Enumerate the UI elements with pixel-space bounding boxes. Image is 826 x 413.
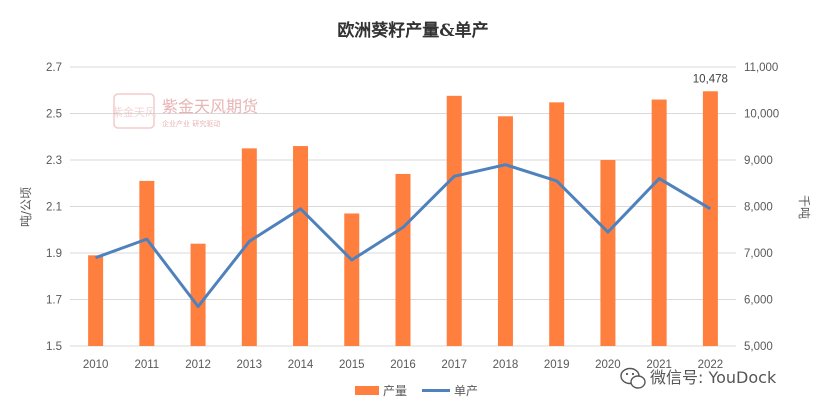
y-left-tick-label: 2.7 <box>46 62 62 74</box>
wechat-badge: 微信号: YouDock <box>620 367 777 389</box>
y-right-tick-label: 6,000 <box>744 295 773 307</box>
x-tick-label: 2012 <box>185 359 211 371</box>
y-right-axis-ticks: 5,000 6,000 7,000 8,000 9,000 10,000 11,000 <box>744 62 779 353</box>
x-tick-label: 2014 <box>288 359 314 371</box>
y-right-tick-label: 9,000 <box>744 155 773 167</box>
x-tick-label: 2019 <box>544 359 570 371</box>
watermark-logo-text: 紫金天风 <box>112 105 156 119</box>
x-tick-label: 2021 <box>646 359 672 371</box>
y-left-axis-label: 吨/公顷 <box>19 187 33 227</box>
bar <box>241 148 257 346</box>
bar-series <box>88 91 718 346</box>
x-tick-label: 2020 <box>595 359 621 371</box>
legend-label-line: 单产 <box>454 384 478 398</box>
x-tick-label: 2017 <box>441 359 467 371</box>
data-labels: 10,478 <box>693 73 728 85</box>
x-tick-label: 2011 <box>134 359 159 371</box>
legend-swatch-bar <box>355 386 379 395</box>
legend-label-bar: 产量 <box>383 384 407 398</box>
bar <box>139 180 155 346</box>
x-tick-label: 2022 <box>698 359 724 371</box>
x-tick-label: 2013 <box>237 359 263 371</box>
y-right-tick-label: 10,000 <box>744 109 779 121</box>
x-axis-ticks: 2010 2011 2012 2013 2014 2015 2016 2017 2018 2019… <box>83 359 723 371</box>
bar <box>549 102 565 346</box>
bar <box>497 116 513 346</box>
y-right-tick-label: 5,000 <box>744 341 773 353</box>
watermark-logo: 紫金天风 <box>112 93 156 129</box>
bar <box>446 95 462 346</box>
bar <box>651 99 667 346</box>
y-left-tick-label: 1.7 <box>46 295 62 307</box>
y-left-tick-label: 2.5 <box>46 109 62 121</box>
y-left-tick-label: 2.3 <box>46 155 62 167</box>
data-label: 10,478 <box>693 73 728 85</box>
wechat-icon <box>620 367 646 389</box>
watermark-slogan: 企业产业 研究驱动 <box>162 119 220 128</box>
bar <box>190 243 206 346</box>
watermark: 紫金天风 紫金天风期货 企业产业 研究驱动 <box>112 93 258 129</box>
y-left-tick-label: 1.9 <box>46 248 62 260</box>
y-right-tick-label: 7,000 <box>744 248 773 260</box>
watermark-name: 紫金天风期货 <box>162 97 258 116</box>
y-right-tick-label: 8,000 <box>744 202 773 214</box>
bar <box>293 146 309 346</box>
bar <box>88 255 104 346</box>
x-tick-label: 2016 <box>390 359 416 371</box>
y-right-axis-label: 千吨 <box>797 195 811 219</box>
legend: 产量 单产 <box>355 384 478 398</box>
bar <box>395 173 411 346</box>
y-left-tick-label: 2.1 <box>46 202 62 214</box>
yield-line <box>95 163 712 308</box>
chart-title: 欧洲葵籽产量&单产 <box>337 20 488 41</box>
bar <box>344 213 360 346</box>
bar <box>600 160 616 346</box>
x-tick-label: 2018 <box>493 359 519 371</box>
y-left-axis-ticks: 1.5 1.7 1.9 2.1 2.3 2.5 2.7 <box>46 62 62 353</box>
x-tick-label: 2015 <box>339 359 365 371</box>
x-tick-label: 2010 <box>83 359 109 371</box>
wechat-id-text: 微信号: YouDock <box>650 368 777 387</box>
y-left-tick-label: 1.5 <box>46 341 62 353</box>
line-series <box>95 163 712 308</box>
y-right-tick-label: 11,000 <box>744 62 778 74</box>
bar <box>702 91 718 346</box>
